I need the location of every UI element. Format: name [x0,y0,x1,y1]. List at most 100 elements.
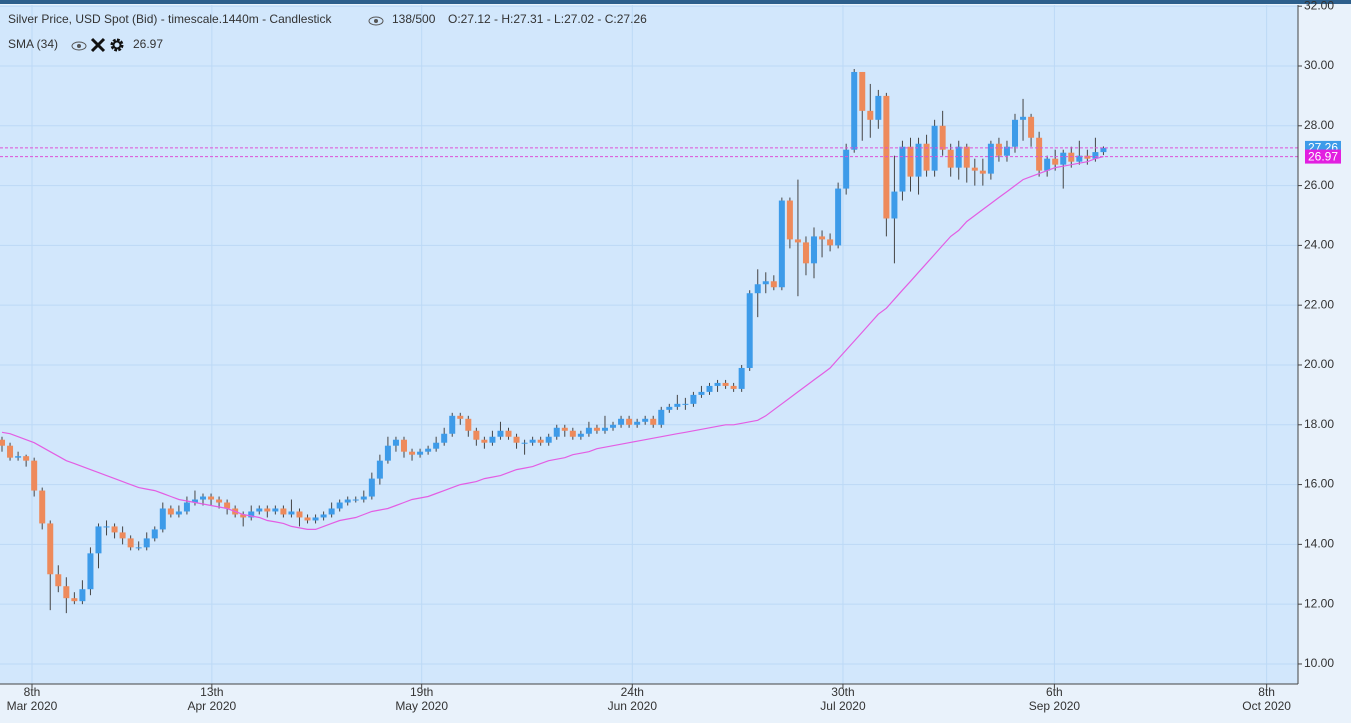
candle-body [867,110,874,120]
y-tick-label: 24.00 [1304,238,1334,252]
candle-body [811,236,818,264]
candle-body [658,409,665,425]
x-tick-label: Oct 2020 [1242,699,1291,713]
candle-body [79,589,86,602]
candle-body [417,451,424,455]
candle-body [191,499,198,503]
candle-body [159,508,166,530]
x-tick-label: Jul 2020 [820,699,866,713]
candle-body [384,445,391,461]
candle-body [634,421,641,425]
candle-body [762,281,769,285]
candle-body [280,508,287,515]
candle-body [802,242,809,264]
candle-body [441,433,448,443]
candle-body [593,427,600,431]
chart-title: Silver Price, USD Spot (Bid) - timescale… [8,12,332,26]
candle-body [409,451,416,455]
candle-body [1052,158,1059,165]
candle-body [931,125,938,171]
candle-body [939,125,946,150]
gear-teeth [110,38,124,52]
candle-body [143,538,150,548]
candle-body [368,478,375,497]
candle-body [135,547,142,549]
candle-body [883,95,890,219]
candle-body [103,526,110,528]
eye-outline [368,16,384,26]
candle-body [505,430,512,437]
grid [0,5,1298,684]
x-icon [90,37,106,53]
counter: 138/500 [392,12,436,26]
marks [0,68,1298,614]
candle-body [425,448,432,452]
candle-body [746,293,753,368]
x-tick-label: Jun 2020 [608,699,658,713]
candle-body [497,430,504,437]
candle-body [304,517,311,521]
candle-body [947,149,954,168]
candle-body [55,574,62,587]
x-tick-label: 8th [1258,685,1275,699]
candle-body [730,385,737,389]
y-tick-label: 28.00 [1304,118,1334,132]
candle-body [449,415,456,434]
y-tick-label: 14.00 [1304,537,1334,551]
candle-body [224,502,231,509]
x-tick-label: 24th [621,685,644,699]
y-tick-label: 30.00 [1304,58,1334,72]
ohlc-label: O:27.12 - H:27.31 - L:27.02 - C:27.26 [448,12,647,26]
candle-body [778,200,785,288]
candle-body [0,439,6,446]
candle-body [1092,152,1099,159]
y-tick-label: 22.00 [1304,297,1334,311]
x-tick-label: 19th [410,685,433,699]
candle-body [569,430,576,437]
candle-body [843,149,850,189]
candle-body [610,424,617,428]
candle-body [626,418,633,425]
remove-indicator-icon[interactable] [90,37,106,53]
candle-body [288,511,295,515]
y-tick-label: 26.00 [1304,178,1334,192]
candle-body [537,439,544,443]
indicator-eye-icon[interactable] [71,41,87,51]
candle-body [200,496,207,500]
candle-body [915,143,922,177]
price-tag-label: 26.97 [1308,149,1338,163]
candle-body [1060,152,1067,165]
candle-body [827,239,834,246]
candle-body [87,553,94,590]
candle-body [899,146,906,192]
eye-outline [71,41,87,51]
candle-body [344,499,351,503]
candle-body [457,415,464,419]
candle-body [642,418,649,422]
candle-body [63,586,70,599]
candle-body [489,436,496,443]
candle-body [473,430,480,440]
candle-body [971,167,978,171]
candle-body [360,496,367,500]
top-bar [0,0,1351,4]
candle-body [336,502,343,509]
x-tick-label: Sep 2020 [1029,699,1081,713]
candle-body [875,95,882,120]
gear-body [112,40,122,50]
candle-body [618,418,625,425]
settings-icon[interactable] [110,38,124,52]
candle-body [352,499,359,501]
candle-body [963,146,970,168]
candle-body [819,236,826,240]
eye-icon[interactable] [368,16,384,26]
eye-pupil [77,44,81,48]
y-tick-label: 32.00 [1304,0,1334,12]
candle-body [666,406,673,410]
candle-body [907,146,914,177]
candle-body [216,499,223,503]
candle-body [786,200,793,240]
sma-line [1,156,1104,530]
candle-body [151,529,158,539]
